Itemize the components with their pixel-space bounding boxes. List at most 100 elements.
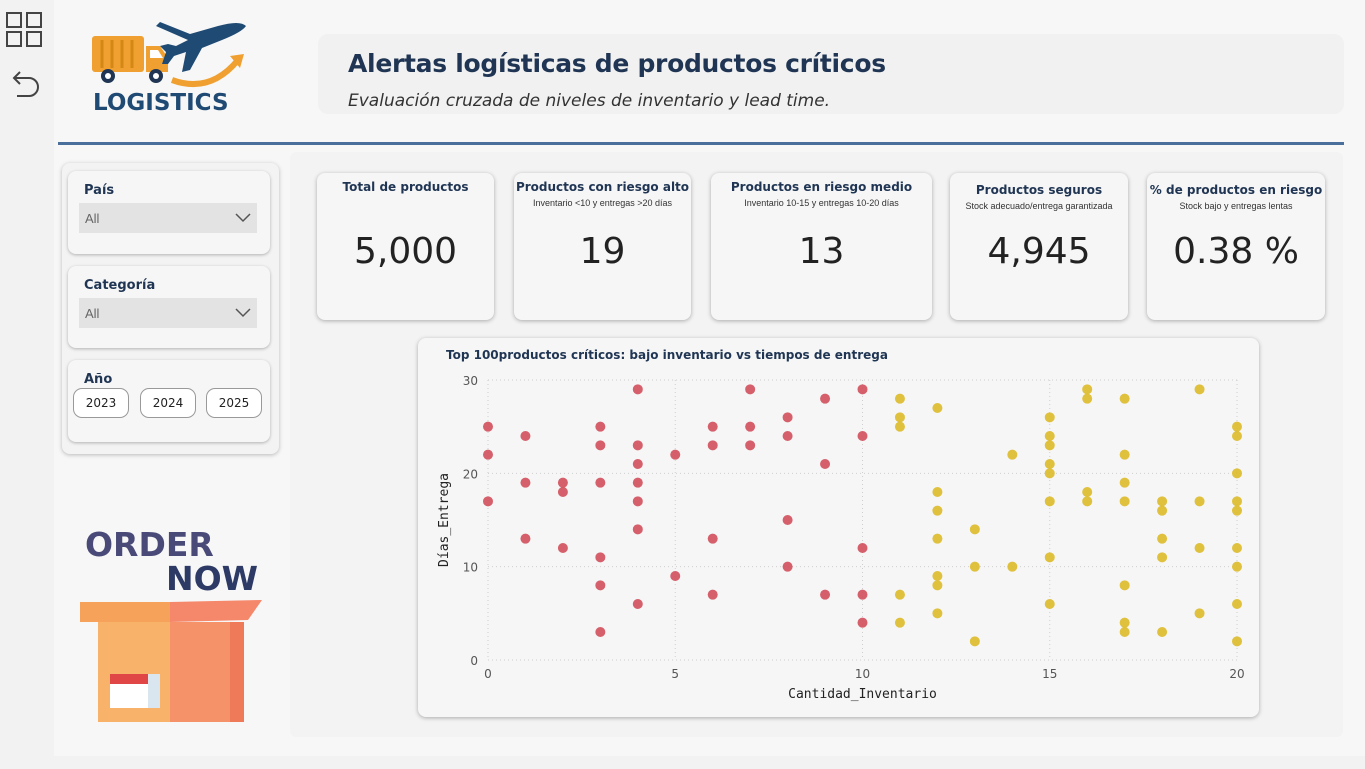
data-point xyxy=(1119,496,1130,507)
data-point xyxy=(1007,561,1018,572)
left-rail xyxy=(0,0,52,769)
data-point xyxy=(1007,449,1018,460)
kpi-title: Productos con riesgo alto xyxy=(515,180,690,194)
data-point xyxy=(1157,505,1168,516)
data-point xyxy=(1232,468,1242,479)
data-point xyxy=(1119,449,1130,460)
data-point xyxy=(932,608,943,619)
data-point xyxy=(820,589,831,600)
promo-line1: ORDER xyxy=(85,525,214,564)
data-point xyxy=(632,384,643,395)
data-point xyxy=(520,533,531,544)
data-point xyxy=(1194,543,1205,553)
kpi-title: Total de productos xyxy=(342,180,469,194)
data-point xyxy=(820,393,831,404)
data-point xyxy=(595,477,606,488)
data-point xyxy=(1119,627,1130,637)
data-point xyxy=(1082,496,1093,507)
data-point xyxy=(1232,561,1242,572)
pais-value: All xyxy=(85,211,100,226)
data-point xyxy=(1082,384,1093,395)
data-point xyxy=(1232,431,1242,441)
year-2023-button[interactable]: 2023 xyxy=(73,388,129,418)
x-tick-label: 15 xyxy=(1042,667,1057,681)
data-point xyxy=(557,487,568,497)
data-point xyxy=(969,561,980,572)
data-point xyxy=(632,496,643,507)
data-point xyxy=(1044,412,1055,423)
kpi-title: % de productos en riesgo xyxy=(1149,183,1323,197)
data-point xyxy=(1044,431,1055,441)
data-point xyxy=(782,431,793,441)
data-point xyxy=(969,524,980,535)
data-point xyxy=(1157,552,1168,563)
data-point xyxy=(894,589,905,600)
kpi-value: 5,000 xyxy=(353,231,458,272)
data-point xyxy=(595,440,606,451)
data-point xyxy=(707,421,718,432)
data-point xyxy=(557,543,568,553)
data-point xyxy=(894,617,905,628)
filter-pais: País All xyxy=(68,171,270,254)
kpi-value: 0.38 % xyxy=(1173,231,1299,272)
data-point xyxy=(1157,627,1168,637)
data-point xyxy=(1232,421,1242,432)
data-point xyxy=(707,533,718,544)
data-point xyxy=(969,636,980,647)
chart-title: Top 100productos críticos: bajo inventar… xyxy=(446,348,888,362)
undo-icon[interactable] xyxy=(5,66,43,104)
data-point xyxy=(670,449,681,460)
data-point xyxy=(932,505,943,516)
year-2024-button[interactable]: 2024 xyxy=(140,388,196,418)
data-point xyxy=(782,412,793,423)
data-point xyxy=(632,440,643,451)
data-point xyxy=(707,589,718,600)
logo-text: LOGISTICS xyxy=(93,90,229,116)
data-point xyxy=(632,459,643,469)
data-point xyxy=(1044,496,1055,507)
year-2025-button[interactable]: 2025 xyxy=(206,388,262,418)
data-point xyxy=(857,543,868,553)
data-point xyxy=(782,515,793,525)
header-divider xyxy=(58,142,1344,145)
data-point xyxy=(894,412,905,423)
data-point xyxy=(857,589,868,600)
page-title: Alertas logísticas de productos críticos xyxy=(348,49,886,78)
kpi-subtitle: Inventario <10 y entregas >20 días xyxy=(532,198,673,208)
data-point xyxy=(1082,393,1093,404)
data-point xyxy=(595,421,606,432)
data-point xyxy=(1194,496,1205,507)
filter-panel: País All Categoría All Año 2023 2024 202… xyxy=(62,163,279,454)
data-point xyxy=(557,477,568,488)
data-point xyxy=(1232,505,1242,516)
data-point xyxy=(745,440,756,451)
filter-pais-label: País xyxy=(84,183,115,198)
data-point xyxy=(932,580,943,591)
filter-anio: Año 2023 2024 2025 xyxy=(68,360,270,442)
data-point xyxy=(1194,384,1205,395)
data-point xyxy=(932,403,943,413)
filter-anio-label: Año xyxy=(84,372,113,387)
data-point xyxy=(857,431,868,441)
data-point xyxy=(1044,459,1055,469)
pais-dropdown[interactable]: All xyxy=(79,203,257,233)
data-point xyxy=(745,421,756,432)
data-point xyxy=(1232,599,1242,609)
x-tick-label: 10 xyxy=(855,667,870,681)
y-tick-label: 10 xyxy=(463,561,478,575)
page-subtitle: Evaluación cruzada de niveles de inventa… xyxy=(348,91,831,111)
grid-icon[interactable] xyxy=(5,10,43,48)
y-tick-label: 0 xyxy=(470,654,478,668)
data-point xyxy=(483,449,493,460)
kpi-card-total: Total de productos 5,000 xyxy=(317,173,494,320)
kpi-value: 13 xyxy=(798,231,845,272)
data-point xyxy=(1232,636,1242,647)
x-tick-label: 5 xyxy=(671,667,679,681)
data-point xyxy=(595,580,606,591)
categoria-dropdown[interactable]: All xyxy=(79,298,257,328)
categoria-value: All xyxy=(85,306,100,321)
header-box: Alertas logísticas de productos críticos… xyxy=(318,34,1344,114)
data-point xyxy=(894,393,905,404)
logistics-logo: LOGISTICS xyxy=(92,22,246,116)
data-point xyxy=(857,617,868,628)
